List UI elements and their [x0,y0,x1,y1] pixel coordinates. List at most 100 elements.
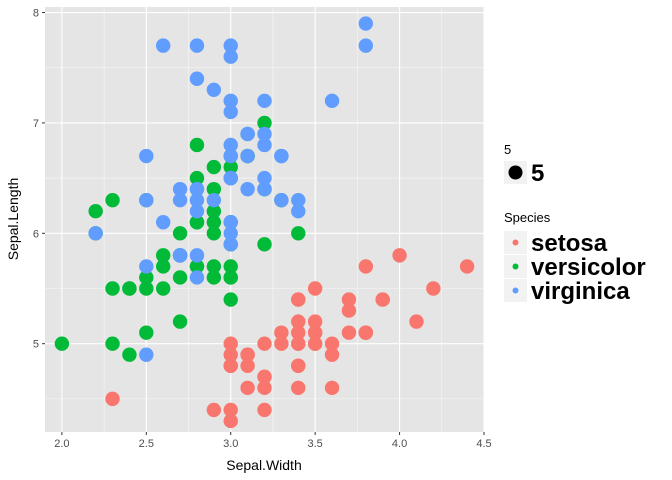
point-versicolor [139,270,154,285]
point-setosa [324,380,340,396]
point-virginica [223,148,238,164]
point-versicolor [189,215,205,230]
point-setosa [240,347,255,362]
size-legend-title: 5 [504,142,511,157]
panel-background [45,7,484,432]
point-versicolor [206,159,222,175]
point-versicolor [206,215,222,230]
point-virginica [189,270,205,285]
point-setosa [341,303,357,318]
point-setosa [291,380,306,396]
point-virginica [223,215,238,230]
point-virginica [223,237,238,252]
point-setosa [307,336,323,351]
y-tick-label: 5 [33,339,39,351]
y-tick-label: 7 [33,118,39,130]
point-versicolor [88,204,103,219]
x-tick-label: 2.5 [139,438,154,450]
data-points [54,16,475,429]
point-virginica [172,248,188,263]
point-versicolor [206,226,222,241]
point-virginica [206,82,222,97]
legend-label-virginica: virginica [531,278,630,305]
point-virginica [291,192,306,208]
point-virginica [223,104,238,120]
point-virginica [223,93,238,109]
point-virginica [274,192,289,208]
point-versicolor [105,281,120,296]
point-virginica [223,226,238,241]
x-tick-label: 3.0 [223,438,238,450]
point-versicolor [206,204,222,219]
point-setosa [341,325,357,340]
point-setosa [291,292,306,307]
point-virginica [189,248,205,263]
point-setosa [392,248,407,263]
x-axis: 2.0 2.5 3.0 3.5 4.0 4.5 [54,432,492,450]
y-tick-label: 8 [33,8,39,20]
point-setosa [375,292,390,307]
point-virginica [257,93,272,109]
point-setosa [274,336,289,351]
point-setosa [257,380,272,396]
point-virginica [189,38,205,53]
point-setosa [105,391,120,407]
legend-swatch-versicolor [512,263,519,270]
y-tick-label: 6 [33,228,39,240]
point-virginica [189,192,205,208]
point-virginica [189,204,205,219]
legend-label-versicolor: versicolor [531,254,646,281]
point-setosa [291,325,306,340]
point-versicolor [206,270,222,285]
size-legend-label: 5 [531,160,544,187]
point-setosa [409,314,424,329]
point-setosa [223,402,238,418]
point-virginica [172,192,188,208]
point-virginica [155,38,171,53]
point-virginica [240,148,255,164]
point-virginica [189,71,205,86]
point-virginica [274,148,289,164]
point-setosa [358,259,374,274]
point-setosa [206,402,222,418]
point-versicolor [139,281,154,296]
point-setosa [459,259,475,274]
x-tick-label: 4.0 [392,438,407,450]
point-virginica [223,49,238,64]
point-versicolor [257,115,272,131]
point-virginica [139,259,154,274]
point-setosa [324,336,340,351]
point-setosa [240,358,255,373]
point-versicolor [223,270,238,285]
point-virginica [172,181,188,197]
point-virginica [324,93,340,109]
point-versicolor [139,325,154,340]
point-setosa [291,358,306,373]
point-setosa [341,292,357,307]
point-virginica [223,38,238,53]
y-axis-title: Sepal.Length [5,178,21,261]
point-setosa [291,336,306,351]
point-versicolor [122,347,137,362]
legend-swatch-virginica [512,287,519,294]
point-setosa [307,325,323,340]
point-versicolor [223,259,238,274]
point-versicolor [172,226,188,241]
point-versicolor [206,259,222,274]
point-versicolor [223,292,238,307]
point-setosa [307,281,323,296]
legend-label-setosa: setosa [531,230,608,257]
point-versicolor [189,137,205,153]
x-tick-label: 4.5 [476,438,491,450]
point-virginica [257,137,272,153]
species-legend-title: Species [504,210,551,225]
x-tick-label: 2.0 [54,438,69,450]
point-setosa [223,413,238,429]
x-tick-label: 3.5 [308,438,323,450]
point-versicolor [54,336,70,351]
point-virginica [206,192,222,208]
point-versicolor [155,281,171,296]
point-virginica [358,16,374,31]
point-versicolor [223,159,238,175]
